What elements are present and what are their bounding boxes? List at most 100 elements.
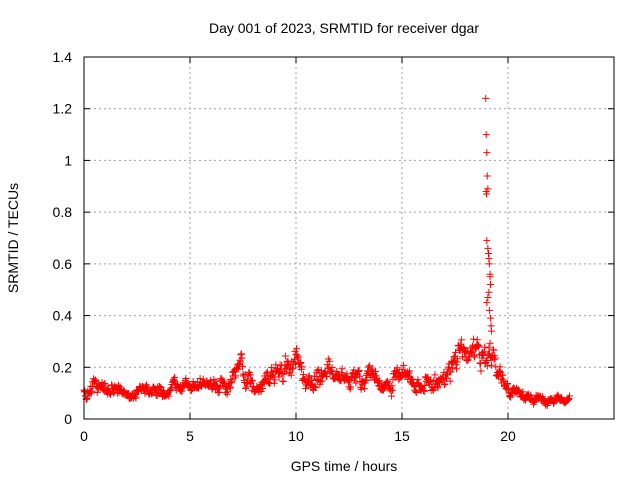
data-point (226, 383, 234, 391)
spike-point (487, 314, 495, 322)
data-point (178, 387, 186, 395)
data-point (306, 375, 314, 383)
data-point (273, 364, 281, 372)
data-point (490, 346, 498, 354)
data-point (387, 392, 395, 400)
y-tick-label: 1.4 (53, 49, 73, 65)
data-point (290, 356, 298, 364)
data-point (515, 387, 523, 395)
spike-point (482, 131, 490, 139)
data-point (366, 362, 374, 370)
data-point (443, 375, 451, 383)
y-tick-label: 1.2 (53, 101, 73, 117)
data-point (420, 386, 428, 394)
y-tick-label: 1 (64, 152, 72, 168)
spike-point (483, 237, 491, 245)
data-point (246, 371, 254, 379)
data-point (237, 351, 245, 359)
data-point (189, 377, 197, 385)
data-point (108, 381, 116, 389)
data-point (474, 343, 482, 351)
data-point (361, 376, 369, 384)
data-point (224, 388, 232, 396)
data-point (264, 379, 272, 387)
data-point (296, 359, 304, 367)
data-point (480, 348, 488, 356)
data-point (355, 367, 363, 375)
data-point (257, 388, 265, 396)
data-point (499, 371, 507, 379)
data-point (238, 354, 246, 362)
spike-point (486, 273, 494, 281)
data-point (298, 363, 306, 371)
data-point (357, 385, 365, 393)
data-point (503, 380, 511, 388)
data-point (460, 344, 468, 352)
data-point (529, 400, 537, 408)
data-point (477, 367, 485, 375)
data-point (215, 388, 223, 396)
data-point (470, 352, 478, 360)
data-point (481, 343, 489, 351)
data-point (476, 359, 484, 367)
x-tick-label: 15 (394, 428, 410, 444)
data-point (214, 389, 222, 397)
data-point (564, 395, 572, 403)
x-tick-label: 5 (186, 428, 194, 444)
data-point (314, 366, 322, 374)
data-point (158, 386, 166, 394)
data-point (471, 353, 479, 361)
data-point (475, 342, 483, 350)
data-point (445, 363, 453, 371)
data-point (236, 358, 244, 366)
data-point (448, 364, 456, 372)
data-point (488, 361, 496, 369)
data-point (421, 382, 429, 390)
data-point (325, 357, 333, 365)
data-point (434, 382, 442, 390)
data-point (268, 372, 276, 380)
data-point (464, 356, 472, 364)
data-point (316, 378, 324, 386)
data-point (344, 378, 352, 386)
data-point (356, 372, 364, 380)
plot-frame (83, 56, 615, 420)
data-point (323, 372, 331, 380)
data-point (441, 380, 449, 388)
spike-point (484, 293, 492, 301)
spike-point (482, 94, 490, 102)
data-point (446, 377, 454, 385)
data-point (228, 377, 236, 385)
data-point (101, 380, 109, 388)
data-point (483, 362, 491, 370)
data-point (279, 378, 287, 386)
data-point (194, 383, 202, 391)
data-point (459, 344, 467, 352)
data-point (312, 384, 320, 392)
spike-point (485, 306, 493, 314)
data-point (235, 361, 243, 369)
data-point (485, 344, 493, 352)
data-point (287, 371, 295, 379)
data-point (499, 376, 507, 384)
data-point (454, 355, 462, 363)
data-point (87, 389, 95, 397)
data-point (457, 336, 465, 344)
spike-point (485, 260, 493, 268)
spike-point (487, 327, 495, 335)
data-point (93, 388, 101, 396)
data-point (412, 388, 420, 396)
axes: 0 5 10 15 20 0 0.2 0.4 0.6 0.8 1 1.2 1.4 (53, 49, 615, 444)
data-point (368, 371, 376, 379)
data-point (237, 350, 245, 358)
data-point (271, 376, 279, 384)
data-point (91, 378, 99, 386)
data-point (148, 390, 156, 398)
data-point (114, 381, 122, 389)
data-point (249, 377, 257, 385)
x-tick-label: 10 (288, 428, 304, 444)
data-point (268, 364, 276, 372)
data-point (107, 390, 114, 398)
data-point (538, 393, 546, 401)
